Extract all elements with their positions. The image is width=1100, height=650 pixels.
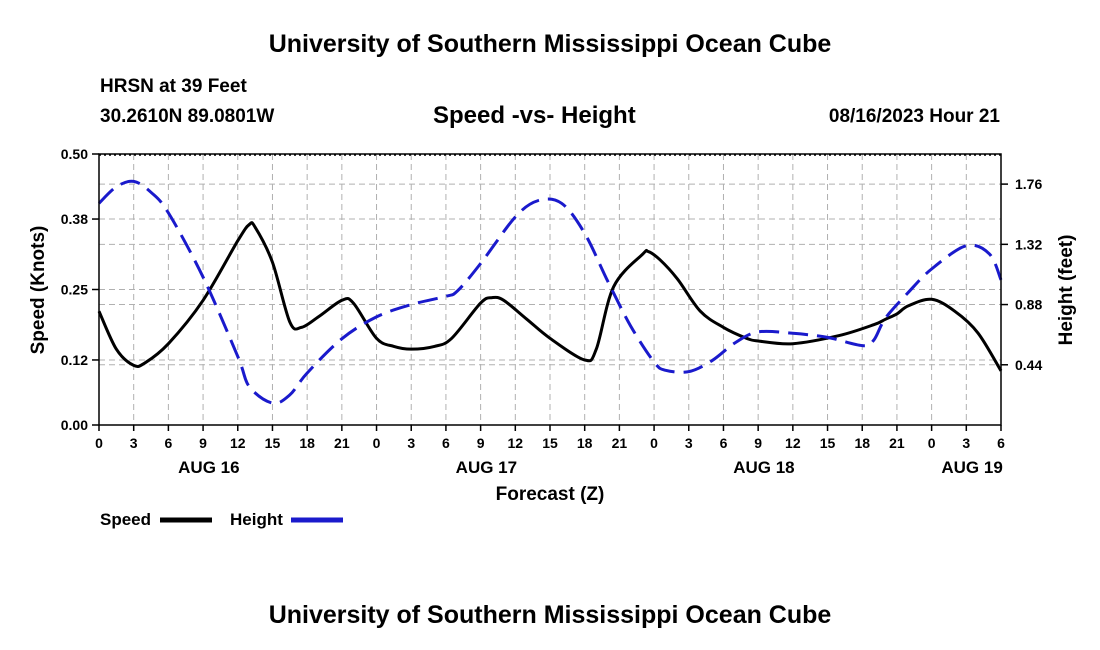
day-label: AUG 16 bbox=[178, 458, 239, 477]
y2-tick-label: 0.44 bbox=[1015, 357, 1042, 373]
y2-axis-title: Height (feet) bbox=[1056, 235, 1077, 346]
x-tick-label: 18 bbox=[854, 435, 870, 451]
x-tick-label: 9 bbox=[754, 435, 762, 451]
x-tick-label: 0 bbox=[95, 435, 103, 451]
series-layer bbox=[97, 179, 1003, 405]
x-tick-label: 21 bbox=[612, 435, 628, 451]
y2-tick-label: 1.32 bbox=[1015, 236, 1042, 252]
y-axis-title: Speed (Knots) bbox=[28, 226, 49, 355]
x-tick-label: 3 bbox=[407, 435, 415, 451]
legend-height-label: Height bbox=[230, 510, 283, 529]
x-tick-label: 12 bbox=[230, 435, 246, 451]
x-tick-label: 21 bbox=[889, 435, 905, 451]
day-labels: AUG 16 AUG 17 AUG 18 AUG 19 bbox=[178, 458, 1003, 477]
y-tick-label: 0.50 bbox=[61, 146, 88, 162]
series-line-height bbox=[97, 179, 1003, 405]
y-tick-label: 0.12 bbox=[61, 352, 88, 368]
speed-height-chart: 0.00 0.12 0.25 0.38 0.50 0.44 0.88 1.32 1.76 0 3… bbox=[28, 146, 1077, 529]
day-label: AUG 17 bbox=[456, 458, 517, 477]
y-tick-label: 0.25 bbox=[61, 282, 88, 298]
x-tick-label: 12 bbox=[508, 435, 524, 451]
chart-title: Speed -vs- Height bbox=[433, 102, 636, 129]
legend: Speed Height bbox=[100, 510, 343, 529]
y-tick-label: 0.38 bbox=[61, 211, 88, 227]
station-label: HRSN at 39 Feet bbox=[100, 76, 247, 97]
grid bbox=[99, 154, 1001, 425]
x-tick-label: 12 bbox=[785, 435, 801, 451]
coordinates-label: 30.2610N 89.0801W bbox=[100, 106, 275, 127]
x-tick-label: 15 bbox=[820, 435, 836, 451]
x-tick-label: 6 bbox=[997, 435, 1005, 451]
day-label: AUG 19 bbox=[941, 458, 1002, 477]
day-label: AUG 18 bbox=[733, 458, 794, 477]
x-tick-label: 15 bbox=[542, 435, 558, 451]
x-tick-label: 9 bbox=[199, 435, 207, 451]
x-tick-label: 3 bbox=[685, 435, 693, 451]
x-tick-label: 0 bbox=[928, 435, 936, 451]
x-tick-label: 3 bbox=[130, 435, 138, 451]
x-tick-label: 18 bbox=[299, 435, 315, 451]
page-title: University of Southern Mississippi Ocean… bbox=[268, 30, 832, 58]
x-tick-label: 6 bbox=[164, 435, 172, 451]
footer-title: University of Southern Mississippi Ocean… bbox=[268, 601, 832, 629]
y-axis-left: 0.00 0.12 0.25 0.38 0.50 bbox=[61, 146, 99, 433]
y-tick-label: 0.00 bbox=[61, 417, 88, 433]
forecast-datetime: 08/16/2023 Hour 21 bbox=[828, 106, 1000, 127]
x-tick-label: 3 bbox=[962, 435, 970, 451]
x-tick-label: 6 bbox=[720, 435, 728, 451]
x-tick-label: 0 bbox=[373, 435, 381, 451]
x-tick-label: 15 bbox=[265, 435, 281, 451]
x-tick-label: 9 bbox=[477, 435, 485, 451]
x-axis: 0 3 6 9 12 15 18 21 0 3 6 9 12 15 18 21 0 3 6 9 12 15 18 21 0 3 6 bbox=[95, 425, 1005, 451]
legend-speed-label: Speed bbox=[100, 510, 151, 529]
y2-tick-label: 1.76 bbox=[1015, 176, 1042, 192]
series-line-speed bbox=[97, 221, 1003, 372]
x-tick-label: 18 bbox=[577, 435, 593, 451]
y2-tick-label: 0.88 bbox=[1015, 297, 1042, 313]
x-tick-label: 0 bbox=[650, 435, 658, 451]
x-axis-title: Forecast (Z) bbox=[496, 484, 605, 505]
x-tick-label: 21 bbox=[334, 435, 350, 451]
y-axis-right: 0.44 0.88 1.32 1.76 bbox=[1001, 176, 1042, 373]
x-tick-label: 6 bbox=[442, 435, 450, 451]
